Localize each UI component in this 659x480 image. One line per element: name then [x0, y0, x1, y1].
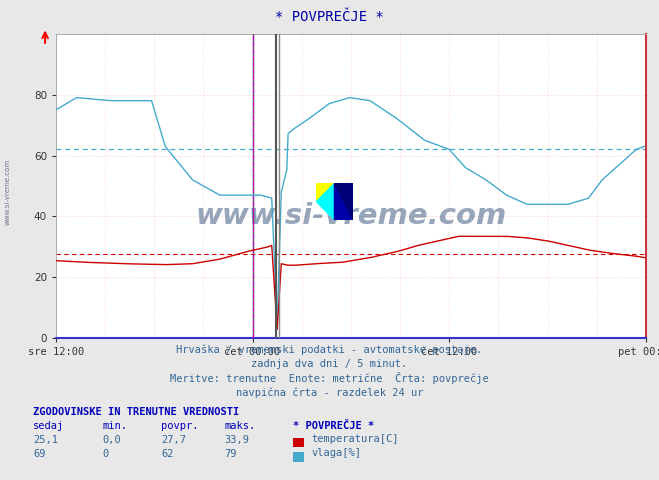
- Text: 25,1: 25,1: [33, 435, 58, 445]
- Text: ZGODOVINSKE IN TRENUTNE VREDNOSTI: ZGODOVINSKE IN TRENUTNE VREDNOSTI: [33, 407, 239, 417]
- Text: 69: 69: [33, 449, 45, 459]
- Text: Hrvaška / vremenski podatki - avtomatske postaje.: Hrvaška / vremenski podatki - avtomatske…: [177, 344, 482, 355]
- Text: povpr.: povpr.: [161, 420, 199, 431]
- Text: 0,0: 0,0: [102, 435, 121, 445]
- Text: maks.: maks.: [224, 420, 255, 431]
- Text: * POVPREČJE *: * POVPREČJE *: [275, 10, 384, 24]
- Text: 79: 79: [224, 449, 237, 459]
- Polygon shape: [316, 183, 335, 202]
- Text: 27,7: 27,7: [161, 435, 186, 445]
- Text: navpična črta - razdelek 24 ur: navpična črta - razdelek 24 ur: [236, 387, 423, 398]
- Polygon shape: [335, 183, 353, 220]
- Polygon shape: [316, 183, 335, 220]
- Text: zadnja dva dni / 5 minut.: zadnja dva dni / 5 minut.: [251, 359, 408, 369]
- Text: www.si-vreme.com: www.si-vreme.com: [195, 203, 507, 230]
- Text: 62: 62: [161, 449, 174, 459]
- Text: 33,9: 33,9: [224, 435, 249, 445]
- Polygon shape: [335, 183, 353, 220]
- Text: * POVPREČJE *: * POVPREČJE *: [293, 420, 374, 431]
- Text: 0: 0: [102, 449, 108, 459]
- Text: Meritve: trenutne  Enote: metrične  Črta: povprečje: Meritve: trenutne Enote: metrične Črta: …: [170, 372, 489, 384]
- Text: www.si-vreme.com: www.si-vreme.com: [5, 159, 11, 225]
- Text: min.: min.: [102, 420, 127, 431]
- Text: sedaj: sedaj: [33, 420, 64, 431]
- Text: temperatura[C]: temperatura[C]: [312, 433, 399, 444]
- Text: vlaga[%]: vlaga[%]: [312, 448, 362, 458]
